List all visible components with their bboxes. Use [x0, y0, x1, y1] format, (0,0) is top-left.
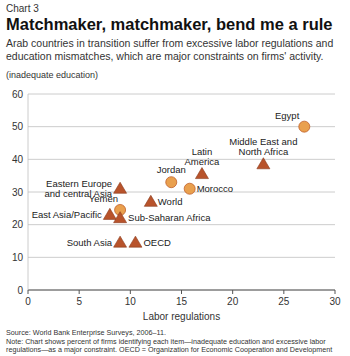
y-tick-label: 0 — [17, 285, 23, 296]
point-label: LatinAmerica — [185, 146, 221, 167]
grid-line — [28, 126, 335, 127]
point-label: South Asia — [67, 237, 113, 248]
y-tick-label: 30 — [12, 187, 24, 198]
note: Note: Chart shows percent of firms ident… — [6, 338, 344, 356]
grid-line — [28, 159, 335, 160]
point — [129, 236, 142, 247]
y-tick-label: 40 — [12, 154, 24, 165]
x-tick — [79, 290, 80, 294]
x-tick-label: 0 — [25, 296, 31, 307]
grid-line — [28, 94, 335, 95]
y-tick-label: 50 — [12, 121, 24, 132]
y-axis — [28, 94, 29, 290]
x-tick — [283, 290, 284, 294]
point-label: OECD — [143, 237, 171, 248]
x-tick — [181, 290, 182, 294]
point-label: Sub-Saharan Africa — [128, 212, 211, 223]
subtitle: Arab countries in transition suffer from… — [6, 37, 342, 63]
point-label: World — [158, 196, 183, 207]
point-label: Egypt — [275, 110, 300, 121]
point — [114, 182, 127, 193]
point-labels: EgyptJordanMoroccoYemenMiddle East andNo… — [32, 110, 300, 248]
point — [114, 236, 127, 247]
point — [166, 177, 177, 188]
grid-line — [28, 257, 335, 258]
x-tick-label: 25 — [278, 296, 290, 307]
x-tick-label: 30 — [329, 296, 341, 307]
point — [103, 208, 116, 219]
point-label: Morocco — [197, 183, 233, 194]
title: Matchmaker, matchmaker, bend me a rule — [6, 15, 332, 34]
plot-area — [28, 94, 335, 290]
point-label: Middle East andNorth Africa — [229, 136, 297, 157]
x-axis-label: Labor regulations — [143, 311, 220, 322]
y-tick-label: 60 — [12, 89, 24, 100]
y-tick-label: 20 — [12, 219, 24, 230]
source: Source: World Bank Enterprise Surveys, 2… — [6, 329, 344, 338]
point — [257, 158, 270, 169]
x-tick-label: 5 — [76, 296, 82, 307]
x-tick — [130, 290, 131, 294]
y-tick-label: 10 — [12, 252, 24, 263]
x-tick-label: 10 — [125, 296, 137, 307]
grid-line — [28, 224, 335, 225]
point-label: Eastern Europeand central Asia — [44, 178, 112, 199]
x-tick — [335, 290, 336, 294]
x-tick-label: 20 — [227, 296, 239, 307]
chart: 0 10 20 30 40 50 60 0 5 10 15 20 25 30 Labor regulatio… — [0, 82, 350, 328]
point — [299, 121, 310, 132]
x-tick — [232, 290, 233, 294]
point-label: Jordan — [157, 164, 186, 175]
point — [195, 168, 208, 179]
points — [103, 121, 309, 247]
x-tick-label: 15 — [176, 296, 188, 307]
point — [114, 212, 127, 223]
chart-number: Chart 3 — [6, 3, 39, 14]
point — [144, 195, 157, 206]
point — [184, 183, 195, 194]
point-label: East Asia/Pacific — [32, 209, 102, 220]
y-axis-label: (inadequate education) — [6, 70, 98, 80]
notes: Source: World Bank Enterprise Surveys, 2… — [6, 329, 344, 356]
x-tick — [28, 290, 29, 294]
